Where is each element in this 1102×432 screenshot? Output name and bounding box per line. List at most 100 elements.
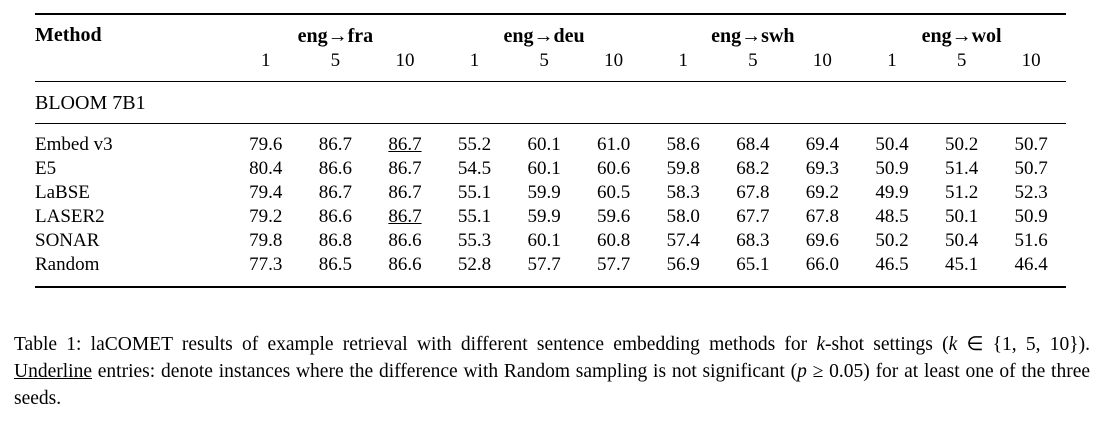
score-cell: 65.1 — [736, 254, 770, 275]
k-header: 10 — [604, 50, 624, 71]
group-header-eng-fra: eng→fra — [297, 25, 374, 47]
score-cell: 58.6 — [666, 134, 700, 155]
math-var-k: k — [816, 334, 826, 355]
math-var-k: k — [948, 334, 958, 355]
caption-underline-word: Underline — [14, 361, 92, 382]
score-cell: 49.9 — [875, 182, 909, 203]
score-cell: 55.2 — [457, 134, 492, 155]
score-cell: 50.9 — [1014, 206, 1048, 227]
score-cell: 51.2 — [944, 182, 979, 203]
caption-text: Table 1: laCOMET results of example retr… — [14, 334, 817, 355]
score-cell: 55.1 — [457, 182, 492, 203]
k-header-row: 1 5 10 1 5 10 1 5 10 1 5 10 — [35, 48, 1066, 82]
score-cell: 59.6 — [597, 206, 631, 227]
table-row: E5 80.4 86.6 86.7 54.5 60.1 60.6 59.8 68.2 69.3 50… — [35, 157, 1066, 181]
k-header: 10 — [1021, 50, 1041, 71]
method-cell: Random — [35, 254, 100, 275]
score-cell: 86.7 — [388, 206, 422, 227]
k-header: 10 — [812, 50, 832, 71]
score-cell: 67.8 — [736, 182, 770, 203]
group-header-row: Method eng→fra eng→deu eng→swh eng→wol — [35, 14, 1066, 48]
score-cell: 86.5 — [318, 254, 352, 275]
score-cell: 69.4 — [805, 134, 840, 155]
score-cell: 67.8 — [805, 206, 840, 227]
score-cell: 46.5 — [875, 254, 909, 275]
score-cell: 58.3 — [666, 182, 700, 203]
score-cell: 60.1 — [527, 230, 561, 251]
score-cell: 69.2 — [805, 182, 840, 203]
score-cell: 50.2 — [875, 230, 909, 251]
section-header: BLOOM 7B1 — [35, 82, 1066, 124]
k-header: 1 — [678, 50, 689, 71]
results-table: Method eng→fra eng→deu eng→swh eng→wol 1… — [35, 13, 1066, 288]
caption-text: ∈ {1, 5, 10}). — [957, 334, 1090, 355]
score-cell: 56.9 — [666, 254, 700, 275]
score-cell: 45.1 — [944, 254, 979, 275]
table-caption: Table 1: laCOMET results of example retr… — [14, 331, 1090, 412]
k-header: 10 — [395, 50, 415, 71]
table-row: LaBSE 79.4 86.7 86.7 55.1 59.9 60.5 58.3 67.8 69.… — [35, 181, 1066, 205]
score-cell: 52.8 — [457, 254, 492, 275]
score-cell: 86.7 — [318, 182, 352, 203]
score-cell: 61.0 — [597, 134, 631, 155]
score-cell: 60.6 — [597, 158, 631, 179]
score-cell: 59.9 — [527, 182, 561, 203]
method-cell: LaBSE — [35, 182, 90, 203]
caption-text: -shot settings ( — [825, 334, 949, 355]
group-header-eng-wol: eng→wol — [921, 25, 1002, 47]
score-cell: 86.8 — [318, 230, 352, 251]
score-cell: 86.7 — [388, 158, 422, 179]
score-cell: 60.5 — [597, 182, 631, 203]
score-cell: 50.2 — [944, 134, 979, 155]
score-cell: 50.4 — [944, 230, 979, 251]
score-cell: 58.0 — [666, 206, 700, 227]
section-title: BLOOM 7B1 — [35, 92, 146, 114]
col-header-method: Method — [35, 24, 102, 46]
score-cell: 51.6 — [1014, 230, 1048, 251]
table-row: Random 77.3 86.5 86.6 52.8 57.7 57.7 56.9 65.1 66… — [35, 253, 1066, 287]
score-cell: 69.6 — [805, 230, 840, 251]
score-cell: 54.5 — [457, 158, 492, 179]
score-cell: 77.3 — [249, 254, 283, 275]
score-cell: 59.9 — [527, 206, 561, 227]
score-cell: 50.7 — [1014, 158, 1048, 179]
score-cell: 79.2 — [249, 206, 283, 227]
score-cell: 86.6 — [388, 254, 422, 275]
score-cell: 86.6 — [318, 158, 352, 179]
score-cell: 67.7 — [736, 206, 770, 227]
score-cell: 79.4 — [249, 182, 283, 203]
score-cell: 86.7 — [388, 134, 422, 155]
score-cell: 68.2 — [736, 158, 770, 179]
score-cell: 46.4 — [1014, 254, 1048, 275]
method-cell: E5 — [35, 158, 57, 179]
score-cell: 86.6 — [388, 230, 422, 251]
method-cell: Embed v3 — [35, 134, 113, 155]
score-cell: 69.3 — [805, 158, 840, 179]
score-cell: 57.7 — [597, 254, 631, 275]
score-cell: 80.4 — [249, 158, 283, 179]
score-cell: 50.1 — [944, 206, 979, 227]
score-cell: 60.1 — [527, 134, 561, 155]
score-cell: 50.7 — [1014, 134, 1048, 155]
table-header: Method eng→fra eng→deu eng→swh eng→wol 1… — [35, 14, 1066, 82]
score-cell: 86.7 — [318, 134, 352, 155]
caption-text: entries: denote instances where the diff… — [91, 361, 798, 382]
score-cell: 60.1 — [527, 158, 561, 179]
table-row: SONAR 79.8 86.8 86.6 55.3 60.1 60.8 57.4 68.3 69.… — [35, 229, 1066, 253]
score-cell: 48.5 — [875, 206, 909, 227]
score-cell: 57.7 — [527, 254, 561, 275]
method-cell: SONAR — [35, 230, 100, 251]
math-var-p: p — [797, 361, 807, 382]
k-header: 5 — [748, 50, 758, 71]
table-body: Embed v3 79.6 86.7 86.7 55.2 60.1 61.0 58.6 68.4… — [35, 124, 1066, 288]
table-row: LASER2 79.2 86.6 86.7 55.1 59.9 59.6 58.0 67.7 67… — [35, 205, 1066, 229]
group-header-eng-deu: eng→deu — [503, 25, 585, 47]
k-header: 5 — [956, 50, 967, 71]
score-cell: 66.0 — [805, 254, 840, 275]
score-cell: 60.8 — [597, 230, 631, 251]
method-cell: LASER2 — [35, 206, 105, 227]
score-cell: 79.8 — [249, 230, 283, 251]
section-row: BLOOM 7B1 — [35, 82, 1066, 124]
score-cell: 86.7 — [388, 182, 422, 203]
